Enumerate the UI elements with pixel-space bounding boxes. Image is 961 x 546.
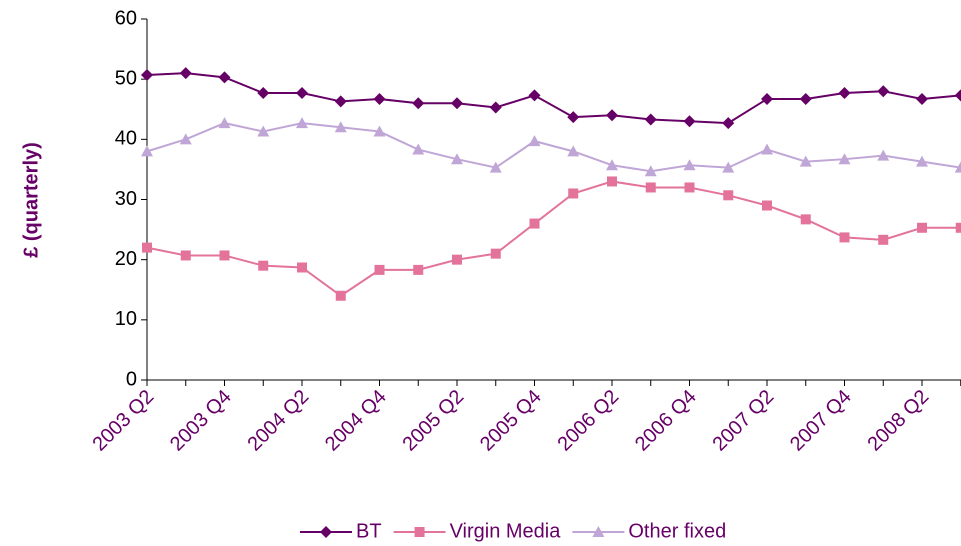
y-tick-label: 50 xyxy=(115,67,137,89)
x-tick-label: 2008 Q2 xyxy=(863,386,933,456)
x-tick-label: 2005 Q4 xyxy=(476,386,546,456)
marker xyxy=(761,93,773,106)
x-tick-label: 2004 Q4 xyxy=(321,386,391,456)
marker xyxy=(683,115,696,128)
marker xyxy=(179,133,192,145)
x-tick-label: 2006 Q4 xyxy=(631,386,701,456)
y-tick-label: 40 xyxy=(115,128,137,150)
marker xyxy=(374,264,385,275)
marker xyxy=(568,188,579,199)
marker xyxy=(683,159,696,171)
marker xyxy=(916,155,928,167)
legend-label: Other fixed xyxy=(628,520,726,542)
y-tick-label: 30 xyxy=(115,188,137,210)
marker xyxy=(529,218,540,229)
marker xyxy=(218,71,231,84)
marker xyxy=(452,254,462,265)
y-tick-label: 20 xyxy=(115,248,137,270)
marker xyxy=(592,526,605,537)
marker xyxy=(723,190,734,201)
y-tick-label: 0 xyxy=(126,368,137,390)
marker xyxy=(489,161,502,173)
marker xyxy=(179,67,192,80)
marker xyxy=(334,95,347,108)
x-tick-label: 2004 Q2 xyxy=(243,386,313,456)
marker xyxy=(218,117,231,129)
marker xyxy=(722,161,735,173)
marker xyxy=(799,155,812,167)
marker xyxy=(141,68,153,81)
legend-label: BT xyxy=(356,520,382,542)
marker xyxy=(335,290,346,301)
marker xyxy=(607,176,617,187)
marker xyxy=(334,121,347,133)
marker xyxy=(644,113,657,126)
y-tick-label: 10 xyxy=(115,308,137,330)
marker xyxy=(296,87,308,100)
marker xyxy=(838,87,851,100)
marker xyxy=(954,89,961,102)
marker xyxy=(799,93,812,106)
series-line xyxy=(146,72,961,125)
marker xyxy=(567,111,580,124)
x-tick-label: 2003 Q4 xyxy=(166,386,236,456)
marker xyxy=(838,153,851,165)
marker xyxy=(219,250,230,261)
marker xyxy=(722,117,735,130)
marker xyxy=(839,232,850,243)
marker xyxy=(762,200,772,211)
marker xyxy=(373,125,386,137)
marker xyxy=(761,143,773,155)
marker xyxy=(567,145,580,157)
marker xyxy=(644,165,657,177)
marker xyxy=(684,182,695,193)
marker xyxy=(917,222,927,233)
marker xyxy=(373,93,386,106)
marker xyxy=(645,182,656,193)
marker xyxy=(297,262,307,273)
marker xyxy=(954,161,961,173)
x-tick-label: 2005 Q2 xyxy=(398,386,468,456)
marker xyxy=(489,101,502,114)
marker xyxy=(320,526,332,538)
y-tick-label: 60 xyxy=(115,7,137,29)
marker xyxy=(490,248,501,259)
marker xyxy=(878,234,889,245)
legend-label: Virgin Media xyxy=(450,520,562,542)
x-tick-label: 2006 Q2 xyxy=(553,386,623,456)
marker xyxy=(141,145,153,157)
marker xyxy=(451,97,463,110)
marker xyxy=(877,149,890,161)
marker xyxy=(412,97,425,110)
marker xyxy=(528,89,541,102)
marker xyxy=(258,260,269,271)
marker xyxy=(606,109,618,122)
marker xyxy=(412,143,425,155)
marker xyxy=(142,242,152,253)
y-axis-label: £ (quarterly) xyxy=(20,142,42,258)
marker xyxy=(955,222,961,233)
marker xyxy=(916,93,928,106)
x-tick-label: 2003 Q2 xyxy=(88,386,158,456)
marker xyxy=(413,264,424,275)
series-line xyxy=(146,180,961,297)
marker xyxy=(528,135,541,147)
marker xyxy=(800,214,811,225)
x-tick-label: 2007 Q4 xyxy=(786,386,856,456)
marker xyxy=(877,85,890,98)
marker xyxy=(296,117,308,129)
marker xyxy=(451,153,463,165)
marker xyxy=(180,250,191,261)
marker xyxy=(606,159,618,171)
marker xyxy=(257,87,270,100)
marker xyxy=(414,527,425,537)
marker xyxy=(257,125,270,137)
series-line xyxy=(146,122,961,173)
x-tick-label: 2007 Q2 xyxy=(708,386,778,456)
